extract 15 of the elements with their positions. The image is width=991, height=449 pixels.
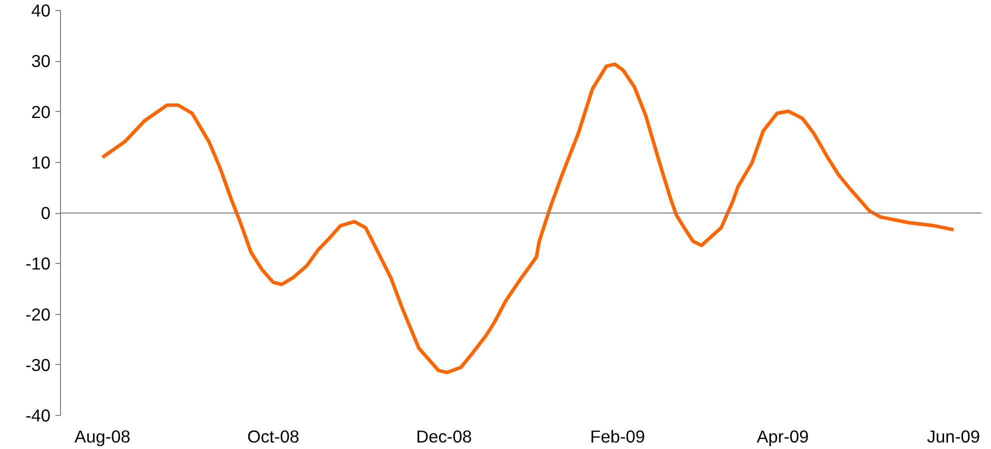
x-tick-label: Jun-09 [927, 426, 980, 446]
x-tick-label: Dec-08 [416, 426, 472, 446]
y-tick-label: -20 [25, 304, 50, 324]
x-tick-label: Apr-09 [756, 426, 809, 446]
y-tick-label: 40 [31, 0, 51, 20]
y-tick-label: 10 [31, 152, 51, 172]
y-tick-label: -10 [25, 254, 50, 274]
y-tick-label: 20 [31, 102, 51, 122]
y-tick-label: 0 [40, 203, 51, 223]
x-tick-label: Aug-08 [74, 426, 130, 446]
x-tick-label: Oct-08 [247, 426, 300, 446]
x-tick-label: Feb-09 [590, 426, 646, 446]
y-tick-label: 30 [31, 51, 51, 72]
y-tick-label: -40 [25, 406, 50, 426]
y-tick-label: -30 [25, 354, 50, 375]
